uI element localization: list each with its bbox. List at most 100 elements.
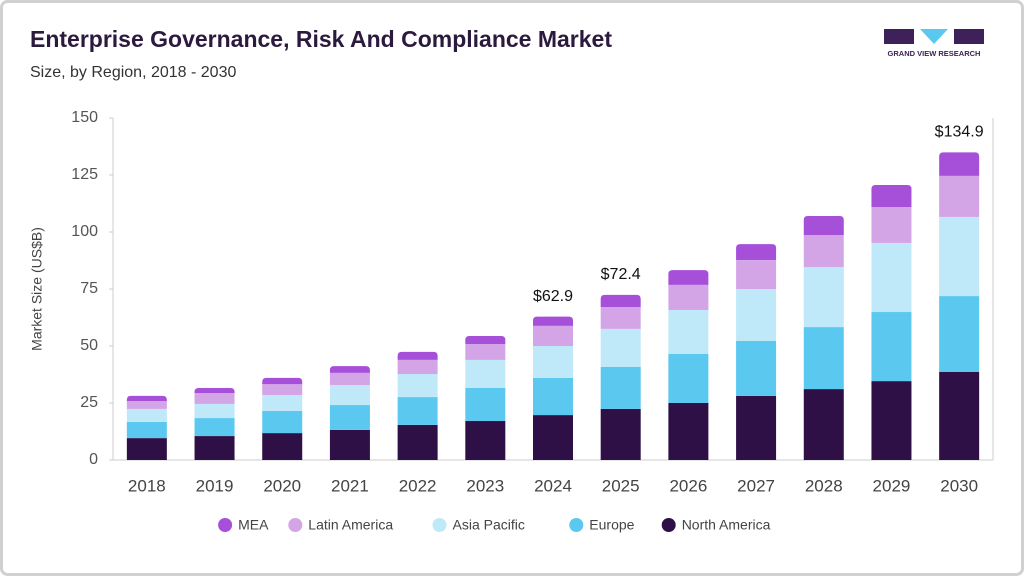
bar-segment	[600, 408, 641, 460]
legend-marker	[569, 518, 584, 532]
bar-segment	[939, 216, 980, 297]
bar-segment	[533, 346, 573, 378]
bar-segment	[465, 359, 506, 388]
bar-segment	[939, 371, 980, 460]
bar-segment	[194, 418, 235, 437]
bar-segment	[803, 234, 844, 268]
legend-marker	[661, 518, 676, 532]
chart-title: Enterprise Governance, Risk And Complian…	[30, 26, 612, 52]
x-tick-label: 2021	[331, 476, 369, 495]
bar-segment	[600, 294, 641, 308]
x-tick-label: 2024	[534, 476, 572, 495]
bar-segment	[600, 366, 641, 409]
x-tick-label: 2026	[669, 476, 707, 495]
y-tick-label: 25	[80, 394, 98, 411]
total-label: $134.9	[935, 124, 984, 141]
x-tick-label: 2019	[196, 476, 234, 495]
bar-segment	[329, 405, 370, 430]
x-tick-label: 2023	[466, 476, 504, 495]
logo-text: GRAND VIEW RESEARCH	[888, 49, 981, 58]
bar-segment	[397, 351, 438, 360]
logo-block	[920, 29, 948, 44]
x-tick-label: 2018	[128, 476, 166, 495]
bar-segment	[397, 397, 438, 425]
bar-segment	[668, 284, 709, 310]
bar-segment	[465, 387, 506, 422]
bar-segment	[329, 429, 370, 460]
legend-marker	[432, 518, 447, 532]
bar-segment	[871, 242, 912, 313]
bar-segment	[871, 312, 912, 382]
bar-segment	[803, 216, 844, 235]
bar-segment	[939, 296, 980, 372]
bar-segment	[465, 421, 506, 460]
bar-segment	[126, 438, 167, 460]
bar-segment	[194, 403, 235, 419]
bar-segment	[736, 340, 777, 396]
bar-segment	[533, 316, 573, 326]
legend-label: Latin America	[308, 517, 393, 533]
bar-segment	[600, 328, 641, 367]
bar-segment	[126, 421, 167, 439]
bar-segment	[262, 395, 303, 411]
bar-segment	[533, 377, 573, 416]
legend-label: Asia Pacific	[453, 517, 525, 533]
legend-marker	[288, 518, 303, 532]
bar-segment	[736, 260, 777, 289]
bar-segment	[533, 415, 573, 460]
x-tick-label: 2020	[263, 476, 301, 495]
bar-segment	[803, 267, 844, 328]
bar-segment	[803, 389, 844, 460]
bar-segment	[329, 372, 370, 385]
bar-segment	[329, 366, 370, 373]
x-tick-label: 2028	[805, 476, 843, 495]
bar-segment	[465, 335, 506, 344]
bar-segment	[600, 307, 641, 329]
x-tick-label: 2022	[399, 476, 437, 495]
legend-label: Europe	[589, 517, 634, 533]
bar-segment	[194, 392, 235, 404]
y-tick-label: 125	[71, 166, 98, 183]
bar-segment	[262, 433, 303, 460]
x-tick-label: 2027	[737, 476, 775, 495]
bar-segment	[871, 185, 912, 208]
bar-segment	[194, 387, 235, 393]
bar-segment	[329, 384, 370, 406]
bar-segment	[194, 436, 235, 460]
bar-segment	[126, 400, 167, 409]
bar-segment	[736, 244, 777, 261]
bar-segment	[736, 395, 777, 460]
logo-block	[884, 29, 914, 44]
bar-segment	[262, 384, 303, 396]
bar-segment	[397, 374, 438, 398]
bar-segment	[871, 381, 912, 460]
bar-segment	[262, 377, 303, 385]
bar-segment	[668, 270, 709, 285]
y-tick-label: 50	[80, 337, 98, 354]
x-tick-label: 2029	[873, 476, 911, 495]
x-tick-label: 2025	[602, 476, 640, 495]
legend-label: MEA	[238, 517, 269, 533]
y-tick-label: 0	[89, 451, 98, 468]
bar-segment	[397, 359, 438, 375]
bar-segment	[668, 309, 709, 354]
y-tick-label: 75	[80, 280, 98, 297]
bar-segment	[939, 152, 980, 176]
bar-segment	[939, 175, 980, 217]
bar-segment	[668, 403, 709, 460]
logo-block	[954, 29, 984, 44]
legend-label: North America	[682, 517, 771, 533]
bar-segment	[533, 325, 573, 346]
bar-segment	[262, 410, 303, 434]
total-label: $62.9	[533, 288, 573, 305]
bar-segment	[126, 395, 167, 401]
bar-segment	[397, 424, 438, 460]
bar-segment	[871, 207, 912, 243]
logo: GRAND VIEW RESEARCH	[884, 29, 984, 58]
legend-marker	[218, 518, 233, 532]
y-tick-label: 150	[71, 109, 98, 126]
chart-subtitle: Size, by Region, 2018 - 2030	[30, 64, 236, 81]
total-label: $72.4	[601, 266, 641, 283]
bar-segment	[803, 327, 844, 390]
